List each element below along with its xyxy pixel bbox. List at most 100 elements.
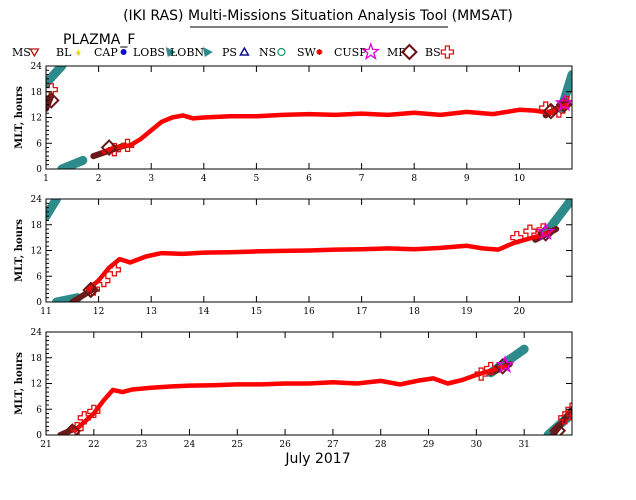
legend-label: BS — [425, 46, 441, 59]
x-tick-label: 20 — [514, 307, 526, 317]
y-tick-label: 12 — [31, 247, 42, 257]
legend-item-bl: BL — [56, 46, 82, 59]
lobe-segment — [46, 66, 67, 88]
x-tick-label: 9 — [464, 174, 470, 184]
cross-icon — [440, 45, 455, 59]
bow-shock-marker — [523, 224, 537, 238]
x-tick-label: 16 — [303, 307, 315, 317]
bow-shock-marker — [107, 263, 122, 277]
x-tick-label: 29 — [423, 440, 435, 450]
x-tick-label: 7 — [359, 174, 365, 184]
bow-shock-marker — [510, 230, 524, 245]
y-tick-label: 24 — [31, 195, 43, 205]
diamond-icon — [400, 43, 418, 61]
bow-shock-marker — [565, 402, 572, 416]
cusp-marker — [495, 354, 515, 374]
bow-shock-marker — [87, 404, 101, 419]
x-tick-label: 21 — [40, 440, 51, 450]
satellite-name: PLAZMA_F — [63, 32, 135, 48]
bow-shock-marker — [474, 367, 488, 381]
x-tick-label: 13 — [145, 307, 157, 317]
lobe-segment — [541, 199, 572, 238]
plot-area — [46, 66, 572, 169]
x-tick-label: 18 — [408, 307, 420, 317]
magnetopause-marker — [542, 102, 560, 120]
bow-shock-marker — [558, 411, 572, 425]
y-tick-label: 0 — [36, 431, 42, 441]
y-axis-label: MLT, hours — [14, 219, 25, 282]
legend-label: CUSP — [334, 46, 367, 59]
y-tick-label: 18 — [31, 354, 43, 364]
y-tick-label: 18 — [31, 221, 43, 231]
bow-shock-marker — [484, 361, 498, 376]
y-tick-label: 6 — [36, 139, 42, 149]
x-tick-label: 5 — [254, 174, 260, 184]
y-axis-label: MLT, hours — [14, 352, 25, 415]
x-tick-label: 22 — [88, 440, 99, 450]
legend-item-cusp: CUSP — [334, 42, 381, 61]
legend-label: LOBN — [170, 46, 204, 59]
x-tick-label: 28 — [375, 440, 387, 450]
legend-label: MS — [12, 46, 31, 59]
x-tick-label: 17 — [356, 307, 368, 317]
legend-label: PS — [222, 46, 237, 59]
x-tick-label: 24 — [184, 440, 196, 450]
panel-2: 0 6 12 18 24 11 12 13 14 15 16 17 18 19 20 MLT, hours — [14, 195, 573, 317]
x-tick-label: 30 — [471, 440, 483, 450]
legend-item-ms: MS — [12, 46, 40, 59]
legend: MS BL CAP LOBS LOBN PS NS SW CUSP MP BS — [12, 42, 455, 61]
chart-title: (IKI RAS) Multi-Missions Situation Analy… — [123, 8, 513, 24]
x-tick-label: 23 — [136, 440, 148, 450]
legend-item-bs: BS — [425, 45, 455, 59]
x-tick-label: 27 — [327, 440, 339, 450]
circle-icon — [277, 47, 286, 57]
solar-wind-series — [101, 102, 569, 155]
y-tick-label: 12 — [31, 114, 42, 124]
triangle-up-icon — [239, 46, 250, 56]
legend-item-cap: CAP — [94, 46, 127, 59]
magnetopause-marker — [63, 423, 81, 435]
legend-item-ps: PS — [222, 46, 250, 59]
legend-item-lobs: LOBS — [133, 46, 176, 59]
x-tick-label: 26 — [279, 440, 291, 450]
panel-3: 0 6 12 18 24 21 22 23 24 25 26 27 28 29 30 31 MLT, hours — [14, 328, 573, 450]
x-tick-label: 6 — [306, 174, 312, 184]
x-axis-label: July 2017 — [284, 451, 350, 467]
y-tick-label: 12 — [31, 380, 42, 390]
magnetopause-marker — [549, 422, 567, 435]
triangle-down-icon — [29, 48, 40, 58]
legend-label: CAP — [94, 46, 118, 59]
y-tick-label: 24 — [31, 62, 43, 72]
legend-label: LOBS — [133, 46, 165, 59]
x-tick-label: 10 — [514, 174, 526, 184]
legend-item-lobn: LOBN — [170, 46, 213, 59]
x-tick-label: 14 — [198, 307, 210, 317]
cusp-marker — [554, 93, 572, 112]
legend-label: BL — [56, 46, 72, 59]
y-tick-label: 24 — [31, 328, 43, 338]
lobe-segment — [46, 199, 62, 221]
bow-shock-marker — [77, 411, 91, 425]
x-tick-label: 12 — [93, 307, 104, 317]
x-tick-label: 4 — [201, 174, 207, 184]
x-tick-label: 31 — [518, 440, 529, 450]
y-tick-label: 18 — [31, 88, 43, 98]
magnetopause-marker — [100, 139, 118, 156]
plot-area — [57, 344, 572, 435]
x-tick-label: 25 — [232, 440, 244, 450]
magnetosphere-segment — [57, 425, 78, 435]
bow-shock-marker — [97, 273, 111, 288]
wedge-icon — [165, 47, 176, 57]
y-tick-label: 6 — [36, 405, 42, 415]
x-tick-label: 2 — [96, 174, 102, 184]
y-tick-label: 0 — [36, 298, 42, 308]
plot-frame — [45, 65, 573, 170]
x-tick-label: 11 — [40, 307, 51, 317]
legend-item-sw: SW — [297, 46, 323, 59]
magnetopause-marker — [82, 281, 100, 299]
star-icon — [361, 42, 381, 61]
y-axis-label: MLT, hours — [14, 86, 25, 149]
